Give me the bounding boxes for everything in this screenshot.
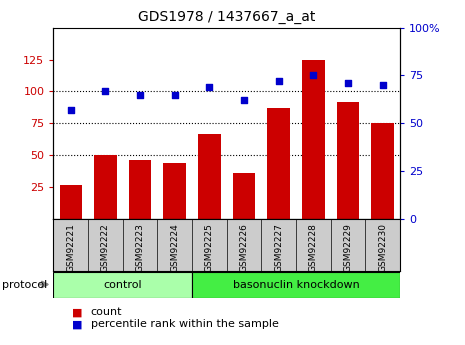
Text: protocol: protocol [2, 280, 47, 289]
Bar [198, 134, 220, 219]
Bar [129, 160, 151, 219]
Point [67, 107, 74, 113]
Point [136, 92, 144, 97]
Title: GDS1978 / 1437667_a_at: GDS1978 / 1437667_a_at [138, 10, 315, 24]
Point [171, 92, 179, 97]
Bar [164, 163, 186, 219]
Bar [192, 272, 400, 298]
Point [310, 73, 317, 78]
Point [379, 82, 386, 88]
Bar [302, 59, 325, 219]
Bar [60, 185, 82, 219]
Bar [372, 123, 394, 219]
Bar [337, 102, 359, 219]
Bar [53, 272, 192, 298]
Text: GSM92222: GSM92222 [101, 223, 110, 272]
Point [206, 84, 213, 90]
Bar [94, 155, 117, 219]
Text: control: control [103, 280, 142, 290]
Text: ■: ■ [72, 307, 83, 317]
Text: GSM92226: GSM92226 [239, 223, 248, 272]
Text: GSM92225: GSM92225 [205, 223, 214, 272]
Text: basonuclin knockdown: basonuclin knockdown [232, 280, 359, 290]
Text: GSM92228: GSM92228 [309, 223, 318, 272]
Text: percentile rank within the sample: percentile rank within the sample [91, 319, 279, 329]
Text: count: count [91, 307, 122, 317]
Text: GSM92229: GSM92229 [344, 223, 352, 272]
Point [102, 88, 109, 93]
Bar [233, 173, 255, 219]
Point [240, 98, 248, 103]
Text: GSM92227: GSM92227 [274, 223, 283, 272]
Point [344, 80, 352, 86]
Text: ■: ■ [72, 319, 83, 329]
Text: GSM92221: GSM92221 [66, 223, 75, 272]
Point [275, 78, 282, 84]
Text: GSM92223: GSM92223 [136, 223, 145, 272]
Bar [267, 108, 290, 219]
Text: GSM92230: GSM92230 [378, 223, 387, 272]
Text: GSM92224: GSM92224 [170, 223, 179, 272]
